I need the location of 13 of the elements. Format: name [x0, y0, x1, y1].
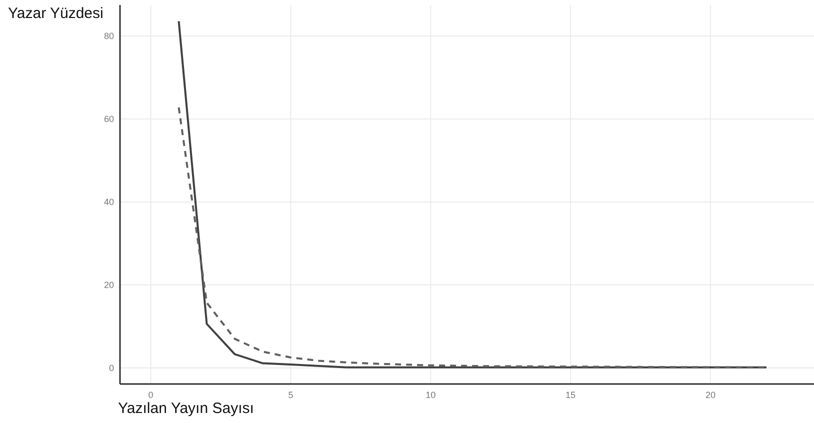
x-tick-label: 0 [148, 390, 154, 400]
x-axis-title: Yazılan Yayın Sayısı [118, 400, 254, 417]
x-tick-label: 5 [288, 390, 294, 400]
y-tick-label: 60 [104, 114, 114, 124]
y-axis-title: Yazar Yüzdesi [8, 5, 104, 22]
x-tick-label: 10 [426, 390, 436, 400]
y-tick-label: 20 [104, 280, 114, 290]
x-tick-label: 15 [566, 390, 576, 400]
y-tick-label: 40 [104, 196, 114, 207]
x-tick-label: 20 [705, 390, 716, 400]
line-series [178, 20, 768, 368]
y-tick-label: 0 [108, 362, 114, 373]
y-tick-label: 80 [104, 31, 114, 42]
